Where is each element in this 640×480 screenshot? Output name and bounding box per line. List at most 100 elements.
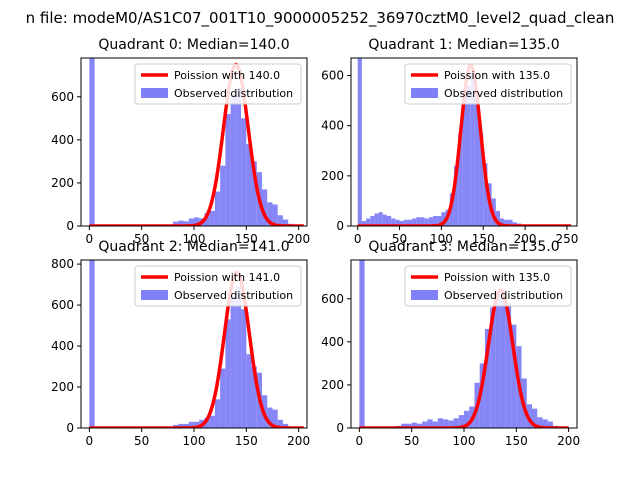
x-tick-label: 250 <box>556 232 579 246</box>
histogram-bar <box>453 165 459 226</box>
legend: Poission with 140.0 Observed distribution <box>134 63 302 105</box>
legend-hist-swatch <box>141 88 168 98</box>
histogram-bar <box>512 222 517 226</box>
histogram-bar <box>370 215 375 226</box>
histogram-bar <box>267 407 273 428</box>
histogram-bar <box>458 415 464 428</box>
histogram-bar <box>449 193 454 226</box>
x-tick-label: 100 <box>453 434 476 448</box>
histogram-bar <box>188 218 194 226</box>
histogram-bar <box>374 213 379 226</box>
histogram-bar <box>420 217 425 226</box>
histogram-bar <box>235 88 242 226</box>
histogram-bar <box>483 163 488 226</box>
histogram-bar <box>416 217 421 226</box>
x-tick-label: 200 <box>514 232 537 246</box>
legend-poisson-label: Poission with 140.0 <box>174 69 280 82</box>
x-tick-label: 100 <box>183 434 206 448</box>
y-tick-label: 600 <box>51 90 74 104</box>
histogram-bar <box>235 286 242 428</box>
y-tick-label: 200 <box>321 378 344 392</box>
histogram-bar <box>490 307 496 428</box>
x-tick-label: 50 <box>404 434 419 448</box>
histogram-bar <box>406 423 412 428</box>
histogram-bar <box>220 165 226 226</box>
histogram-bar <box>391 218 396 226</box>
histogram-bar <box>359 260 365 428</box>
histogram-bar <box>382 214 387 226</box>
legend-hist-label: Observed distribution <box>444 87 563 100</box>
legend-hist-label: Observed distribution <box>444 289 563 302</box>
histogram-bar <box>495 210 500 226</box>
histogram-bar <box>282 219 289 226</box>
histogram-bar <box>188 421 194 428</box>
y-tick-label: 400 <box>321 119 344 133</box>
histogram-bar <box>230 94 236 226</box>
y-tick-label: 0 <box>66 421 74 435</box>
histogram-bar <box>225 114 231 226</box>
histogram-bar <box>267 202 273 226</box>
x-tick-label: 50 <box>392 232 407 246</box>
plot-area <box>88 260 306 428</box>
histogram-bar <box>499 218 505 226</box>
histogram-bar <box>209 210 215 226</box>
poisson-curve <box>88 270 306 428</box>
histogram-bar <box>500 296 506 428</box>
histogram-bar <box>542 419 548 428</box>
histogram-bar <box>251 366 257 428</box>
histogram-bar <box>508 219 513 226</box>
plot-area <box>88 58 306 226</box>
histogram-bar <box>395 219 400 226</box>
histogram-bar <box>272 409 278 428</box>
subplot-quadrant-3: Quadrant 3: Median=135.0 0 50 100 150 200 0 200… <box>321 239 580 448</box>
legend-poisson-label: Poission with 135.0 <box>444 271 550 284</box>
legend-hist-label: Observed distribution <box>174 289 293 302</box>
histogram-bar <box>433 215 438 226</box>
y-tick-label: 600 <box>51 298 74 312</box>
x-tick-label: 50 <box>134 434 149 448</box>
x-tick-label: 150 <box>235 232 258 246</box>
y-tick-label: 200 <box>321 169 344 183</box>
histogram-bar <box>246 354 252 428</box>
histogram-bar <box>401 423 407 428</box>
x-tick-label: 0 <box>356 434 364 448</box>
y-tick-label: 0 <box>336 219 344 233</box>
histogram-bar <box>505 303 512 428</box>
y-tick-label: 200 <box>51 380 74 394</box>
subplot-quadrant-2: Quadrant 2: Median=141.0 0 50 100 150 200 0 200… <box>51 239 310 448</box>
legend-hist-swatch <box>141 290 168 300</box>
histogram-bar <box>532 408 538 428</box>
histogram-bar <box>470 73 475 226</box>
histogram-bar <box>366 218 371 226</box>
histogram-bar <box>183 423 189 428</box>
y-tick-label: 200 <box>51 176 74 190</box>
legend-poisson-label: Poission with 135.0 <box>444 69 550 82</box>
histogram-bar <box>214 399 221 428</box>
histogram-bar <box>458 133 463 226</box>
x-tick-label: 0 <box>86 434 94 448</box>
histogram-bar <box>424 218 429 226</box>
x-tick-label: 200 <box>287 434 310 448</box>
subplot-title: Quadrant 1: Median=135.0 <box>368 37 559 53</box>
legend-poisson-label: Poission with 141.0 <box>174 271 280 284</box>
subplot-quadrant-1: Quadrant 1: Median=135.0 0 50 100 150 200 250 0… <box>321 37 578 246</box>
histogram-bar <box>225 319 231 428</box>
histogram-bar <box>411 422 417 428</box>
y-tick-label: 800 <box>51 257 74 271</box>
x-tick-label: 100 <box>183 232 206 246</box>
poisson-curve <box>88 62 306 226</box>
histogram-bar <box>173 221 179 226</box>
legend-hist-label: Observed distribution <box>174 87 293 100</box>
histogram-bar <box>441 212 446 226</box>
histogram-bar <box>466 85 471 226</box>
y-tick-label: 400 <box>51 339 74 353</box>
legend-box <box>404 63 572 105</box>
histogram-bar <box>428 217 434 226</box>
subplot-title: Quadrant 2: Median=141.0 <box>98 239 289 255</box>
y-tick-label: 0 <box>66 219 74 233</box>
x-tick-label: 150 <box>235 434 258 448</box>
histogram-bar <box>453 418 459 428</box>
legend-box <box>134 63 302 105</box>
x-tick-label: 50 <box>134 232 149 246</box>
histogram-bar <box>464 410 470 428</box>
